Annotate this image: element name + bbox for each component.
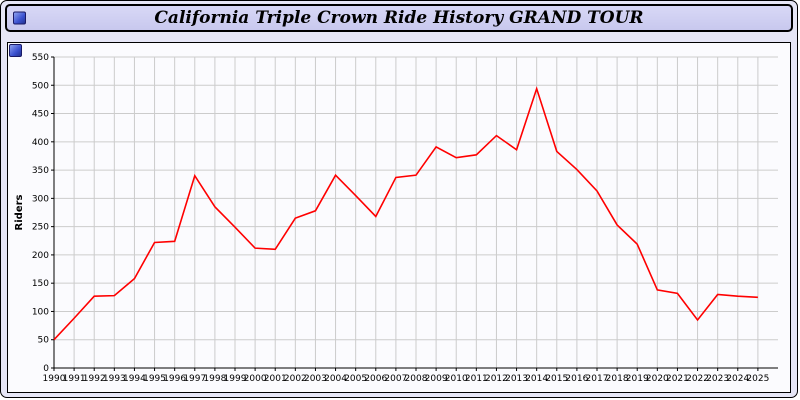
- svg-text:2022: 2022: [686, 374, 709, 384]
- svg-text:150: 150: [32, 279, 49, 289]
- svg-text:2018: 2018: [606, 374, 629, 384]
- svg-text:250: 250: [32, 223, 49, 233]
- svg-text:2017: 2017: [586, 374, 609, 384]
- svg-text:2002: 2002: [284, 374, 307, 384]
- svg-text:2006: 2006: [364, 374, 387, 384]
- svg-text:2024: 2024: [726, 374, 749, 384]
- svg-text:1998: 1998: [203, 374, 226, 384]
- svg-text:2003: 2003: [304, 374, 327, 384]
- svg-text:1992: 1992: [83, 374, 106, 384]
- svg-text:1990: 1990: [43, 374, 66, 384]
- svg-text:1991: 1991: [63, 374, 86, 384]
- app-icon: [13, 11, 26, 25]
- svg-text:2016: 2016: [565, 374, 588, 384]
- svg-text:2015: 2015: [545, 374, 568, 384]
- svg-text:2019: 2019: [626, 374, 649, 384]
- svg-text:200: 200: [32, 251, 49, 261]
- svg-text:50: 50: [38, 336, 50, 346]
- svg-text:0: 0: [43, 364, 49, 374]
- chart-panel: 0 50 100 150 200 250 300 350 400 450 500 550 1990 199…: [7, 42, 791, 393]
- svg-text:2012: 2012: [485, 374, 508, 384]
- svg-text:2023: 2023: [706, 374, 729, 384]
- svg-text:2020: 2020: [646, 374, 669, 384]
- svg-text:1996: 1996: [163, 374, 186, 384]
- svg-text:2021: 2021: [666, 374, 689, 384]
- svg-text:2009: 2009: [425, 374, 448, 384]
- svg-text:550: 550: [32, 53, 49, 63]
- svg-text:2008: 2008: [405, 374, 428, 384]
- svg-text:2005: 2005: [344, 374, 367, 384]
- titlebar: California Triple Crown Ride History GRA…: [5, 4, 793, 32]
- svg-text:2010: 2010: [445, 374, 468, 384]
- svg-text:2004: 2004: [324, 374, 347, 384]
- svg-text:350: 350: [32, 166, 49, 176]
- svg-text:1993: 1993: [103, 374, 126, 384]
- ride-history-line-chart: 0501001502002503003504004505005501990199…: [14, 53, 778, 384]
- svg-text:2000: 2000: [244, 374, 267, 384]
- svg-text:2007: 2007: [384, 374, 407, 384]
- svg-text:2013: 2013: [505, 374, 528, 384]
- svg-text:100: 100: [32, 307, 49, 317]
- window-title: California Triple Crown Ride History GRA…: [154, 8, 644, 28]
- svg-text:2011: 2011: [465, 374, 488, 384]
- svg-text:450: 450: [32, 110, 49, 120]
- svg-text:1994: 1994: [123, 374, 146, 384]
- chart-corner-icon: [9, 44, 22, 57]
- svg-text:Riders: Riders: [14, 194, 25, 230]
- svg-text:2014: 2014: [525, 374, 548, 384]
- svg-text:1995: 1995: [143, 374, 166, 384]
- svg-text:400: 400: [32, 138, 49, 148]
- svg-text:2025: 2025: [746, 374, 769, 384]
- svg-text:2001: 2001: [264, 374, 287, 384]
- svg-text:500: 500: [32, 81, 49, 91]
- svg-text:300: 300: [32, 194, 49, 204]
- svg-text:1997: 1997: [183, 374, 206, 384]
- svg-text:1999: 1999: [224, 374, 247, 384]
